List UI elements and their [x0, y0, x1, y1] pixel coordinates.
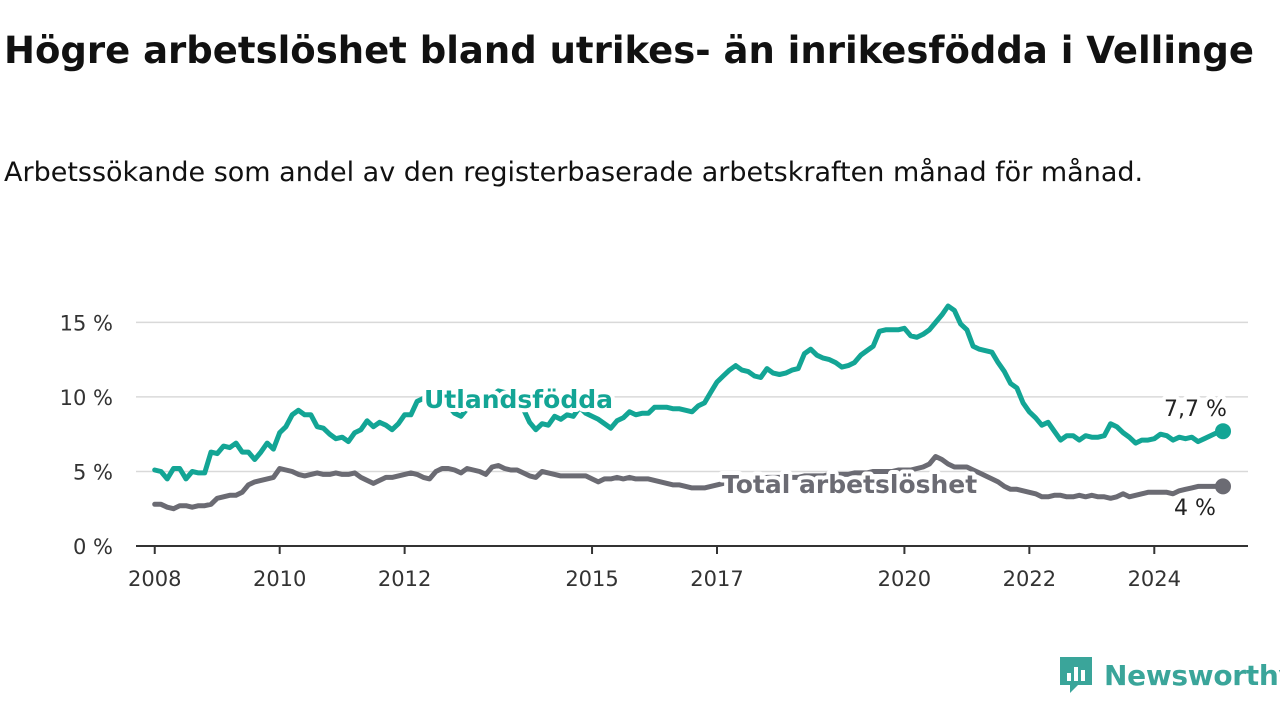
- x-tick-label: 2010: [253, 567, 306, 591]
- newsworthy-logo: Newsworthy: [1058, 654, 1280, 696]
- y-tick-label: 5 %: [73, 460, 113, 484]
- end-label-total-halo: 4 %: [1174, 496, 1216, 521]
- y-tick-label: 0 %: [73, 535, 113, 559]
- x-tick-label: 2022: [1003, 567, 1056, 591]
- x-tick-label: 2017: [690, 567, 743, 591]
- axes: 0 % 5 % 10 % 15 % 2008 2010 2012 2015 2017 2020 20…: [60, 311, 1248, 591]
- x-tick-label: 2015: [565, 567, 618, 591]
- y-tick-label: 15 %: [60, 311, 113, 335]
- end-label-utlandsfodda: 7,7 %: [1164, 397, 1227, 422]
- series-name-total: Total arbetslöshet: [722, 470, 977, 499]
- newsworthy-logo-text: Newsworthy: [1104, 658, 1280, 692]
- y-tick-label: 10 %: [60, 386, 113, 410]
- x-tick-label: 2020: [878, 567, 931, 591]
- newsworthy-logo-icon: [1060, 657, 1092, 693]
- end-label-total: 4 %: [1174, 496, 1216, 521]
- series-end-point-utlandsfodda: [1215, 423, 1232, 440]
- series-name-total-halo: Total arbetslöshet: [722, 470, 977, 499]
- series-line-utlandsfodda: [152, 303, 1226, 482]
- series-name-utlandsfodda-halo: Utlandsfödda: [424, 385, 613, 414]
- end-label-utlandsfodda-halo: 7,7 %: [1164, 397, 1227, 422]
- series-lines: [152, 303, 1232, 512]
- x-tick-label: 2008: [128, 567, 181, 591]
- x-tick-label: 2024: [1128, 567, 1181, 591]
- chart-title: Högre arbetslöshet bland utrikes- än inr…: [4, 29, 1254, 72]
- grid-lines: [136, 321, 1248, 473]
- x-tick-label: 2012: [378, 567, 431, 591]
- series-line-total: [152, 454, 1226, 512]
- chart-subtitle: Arbetssökande som andel av den registerb…: [4, 157, 1144, 188]
- series-name-utlandsfodda: Utlandsfödda: [424, 385, 613, 414]
- series-end-point-total: [1215, 478, 1232, 495]
